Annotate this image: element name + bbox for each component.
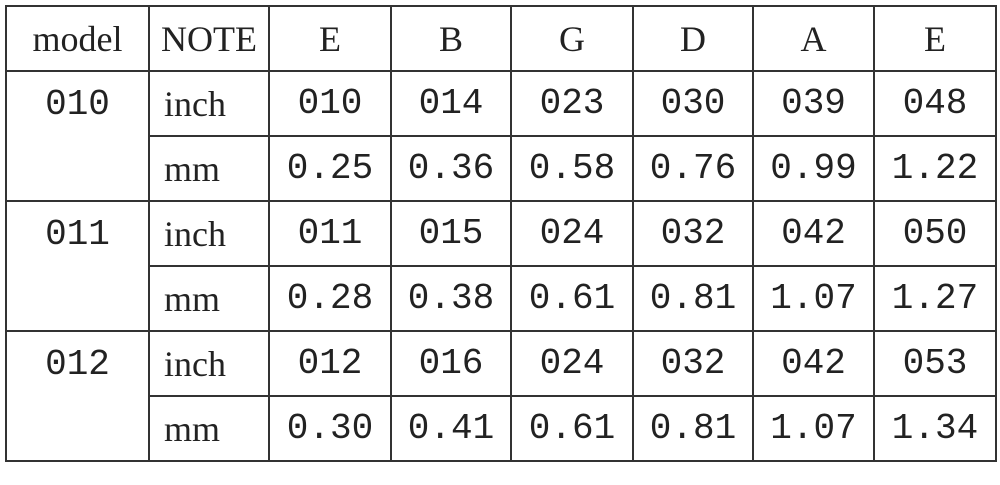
header-cell: E (873, 5, 997, 72)
spec-table: model NOTE E B G D A E 010 inch 010 014 023 030 039 048… (5, 5, 997, 462)
table-body: model NOTE E B G D A E 010 inch 010 014 023 030 039 048… (5, 5, 997, 462)
table-row: mm 0.30 0.41 0.61 0.81 1.07 1.34 (6, 395, 997, 462)
value-cell: 1.22 (873, 135, 997, 202)
unit-cell: inch (148, 70, 270, 137)
unit-cell: inch (148, 330, 270, 397)
table-row: mm 0.25 0.36 0.58 0.76 0.99 1.22 (6, 135, 997, 202)
table-row: mm 0.28 0.38 0.61 0.81 1.07 1.27 (6, 265, 997, 332)
value-cell: 050 (873, 200, 997, 267)
value-cell: 039 (752, 70, 875, 137)
value-cell: 0.30 (268, 395, 392, 462)
value-cell: 048 (873, 70, 997, 137)
value-cell: 042 (752, 200, 875, 267)
value-cell: 0.99 (752, 135, 875, 202)
table-row: model NOTE E B G D A E (5, 5, 997, 72)
value-cell: 1.27 (873, 265, 997, 332)
header-cell: NOTE (148, 5, 270, 72)
value-cell: 1.34 (873, 395, 997, 462)
value-cell: 053 (873, 330, 997, 397)
value-cell: 1.07 (752, 395, 875, 462)
header-cell: B (390, 5, 512, 72)
value-cell: 024 (510, 200, 634, 267)
value-cell: 023 (510, 70, 634, 137)
value-cell: 010 (268, 70, 392, 137)
unit-cell: mm (148, 395, 270, 462)
value-cell: 014 (390, 70, 512, 137)
model-cell: 010 (5, 70, 150, 202)
header-cell: model (5, 5, 150, 72)
value-cell: 0.76 (632, 135, 754, 202)
table-row: 010 inch 010 014 023 030 039 048 (5, 70, 997, 202)
table-row: 012 inch 012 016 024 032 042 053 (5, 330, 997, 462)
value-cell: 042 (752, 330, 875, 397)
value-cell: 0.61 (510, 395, 634, 462)
value-cell: 0.41 (390, 395, 512, 462)
header-cell: G (510, 5, 634, 72)
value-cell: 0.61 (510, 265, 634, 332)
value-cell: 0.81 (632, 265, 754, 332)
model-cell: 011 (5, 200, 150, 332)
value-cell: 012 (268, 330, 392, 397)
header-cell: A (752, 5, 875, 72)
value-cell: 016 (390, 330, 512, 397)
model-cell: 012 (5, 330, 150, 462)
unit-cell: inch (148, 200, 270, 267)
value-cell: 032 (632, 330, 754, 397)
value-cell: 032 (632, 200, 754, 267)
header-cell: D (632, 5, 754, 72)
value-cell: 0.38 (390, 265, 512, 332)
header-cell: E (268, 5, 392, 72)
value-cell: 011 (268, 200, 392, 267)
value-cell: 024 (510, 330, 634, 397)
value-cell: 015 (390, 200, 512, 267)
value-cell: 0.58 (510, 135, 634, 202)
unit-cell: mm (148, 135, 270, 202)
value-cell: 030 (632, 70, 754, 137)
unit-cell: mm (148, 265, 270, 332)
table-row: 011 inch 011 015 024 032 042 050 (5, 200, 997, 332)
value-cell: 0.28 (268, 265, 392, 332)
value-cell: 1.07 (752, 265, 875, 332)
value-cell: 0.81 (632, 395, 754, 462)
value-cell: 0.25 (268, 135, 392, 202)
value-cell: 0.36 (390, 135, 512, 202)
